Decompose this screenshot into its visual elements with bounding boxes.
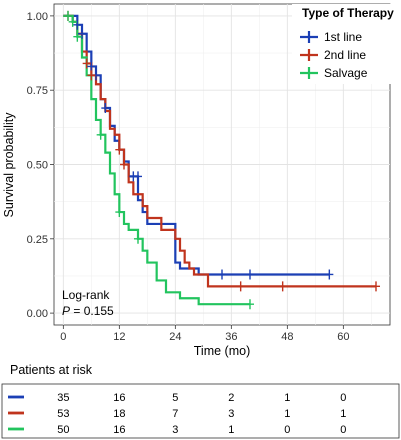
- risk-table-border: [1, 383, 400, 439]
- legend-label: 1st line: [324, 30, 362, 44]
- risk-cell: 1: [340, 408, 346, 420]
- risk-cell: 3: [172, 424, 178, 436]
- risk-cell: 53: [57, 408, 69, 420]
- legend: Type of Therapy 1st line 2nd line Salvage: [292, 4, 398, 84]
- censor-mark: [64, 10, 72, 21]
- risk-cell: 2: [228, 392, 234, 404]
- logrank-label: Log-rank: [62, 288, 110, 302]
- x-tick-label: 48: [281, 331, 293, 343]
- x-axis-ticks: 0 12 24 36 48 60: [60, 325, 349, 343]
- y-axis-ticks: 0.00 0.25 0.50 0.75 1.00: [27, 11, 54, 320]
- y-tick-label: 1.00: [27, 11, 48, 23]
- risk-cell: 0: [340, 392, 346, 404]
- p-value: P = 0.155: [62, 304, 114, 318]
- risk-cell: 1: [228, 424, 234, 436]
- censor-mark: [246, 269, 254, 280]
- censor-mark: [120, 159, 128, 170]
- censor-mark: [101, 103, 110, 114]
- censor-mark: [96, 129, 105, 140]
- censor-mark: [87, 70, 96, 81]
- x-axis-title: Time (mo): [194, 344, 250, 358]
- y-tick-label: 0.75: [27, 85, 48, 97]
- risk-cell: 1: [284, 408, 290, 420]
- legend-title: Type of Therapy: [302, 6, 394, 20]
- p-symbol: P: [62, 304, 70, 318]
- censor-mark: [68, 16, 77, 27]
- censor-mark: [73, 31, 82, 42]
- x-tick-label: 60: [337, 331, 349, 343]
- censor-mark: [372, 281, 380, 292]
- censor-mark: [134, 233, 142, 244]
- censor-mark: [115, 144, 124, 155]
- censor-mark: [73, 19, 82, 30]
- censor-mark: [78, 28, 86, 39]
- x-tick-label: 0: [60, 331, 66, 343]
- risk-table: Patients at risk 35 16 5 2 1 0 53 18 7 3 1 1 50 16 3 1 0…: [1, 363, 400, 439]
- risk-cell: 5: [172, 392, 178, 404]
- risk-cell: 16: [113, 392, 125, 404]
- risk-table-rows: 35 16 5 2 1 0 53 18 7 3 1 1 50 16 3 1 0 0: [8, 392, 346, 436]
- legend-label: Salvage: [324, 66, 368, 80]
- censor-marks: [64, 10, 380, 310]
- risk-cell: 0: [284, 424, 290, 436]
- censor-mark: [278, 281, 287, 292]
- censor-mark: [236, 281, 245, 292]
- censor-mark: [82, 58, 91, 69]
- legend-items: 1st line 2nd line Salvage: [300, 30, 368, 80]
- x-tick-label: 36: [225, 331, 237, 343]
- risk-cell: 0: [340, 424, 346, 436]
- risk-cell: 16: [113, 424, 125, 436]
- legend-label: 2nd line: [324, 48, 366, 62]
- x-tick-label: 12: [113, 331, 125, 343]
- censor-mark: [134, 171, 142, 182]
- logrank-annotation: Log-rank P = 0.155: [62, 288, 114, 318]
- censor-mark: [325, 269, 334, 280]
- risk-table-title: Patients at risk: [10, 363, 93, 377]
- y-tick-label: 0.25: [27, 234, 48, 246]
- censor-mark: [87, 61, 96, 72]
- y-tick-label: 0.00: [27, 308, 48, 320]
- risk-cell: 18: [113, 408, 125, 420]
- risk-cell: 7: [172, 408, 178, 420]
- censor-mark: [218, 269, 226, 280]
- y-tick-label: 0.50: [27, 160, 48, 172]
- risk-cell: 50: [57, 424, 69, 436]
- y-axis-title: Survival probability: [2, 112, 16, 218]
- risk-cell: 3: [228, 408, 234, 420]
- survival-curve: [63, 14, 250, 306]
- x-tick-label: 24: [169, 331, 181, 343]
- risk-cell: 1: [284, 392, 290, 404]
- risk-cell: 35: [57, 392, 69, 404]
- censor-mark: [115, 207, 124, 218]
- censor-mark: [246, 299, 254, 310]
- p-value-text: = 0.155: [70, 304, 114, 318]
